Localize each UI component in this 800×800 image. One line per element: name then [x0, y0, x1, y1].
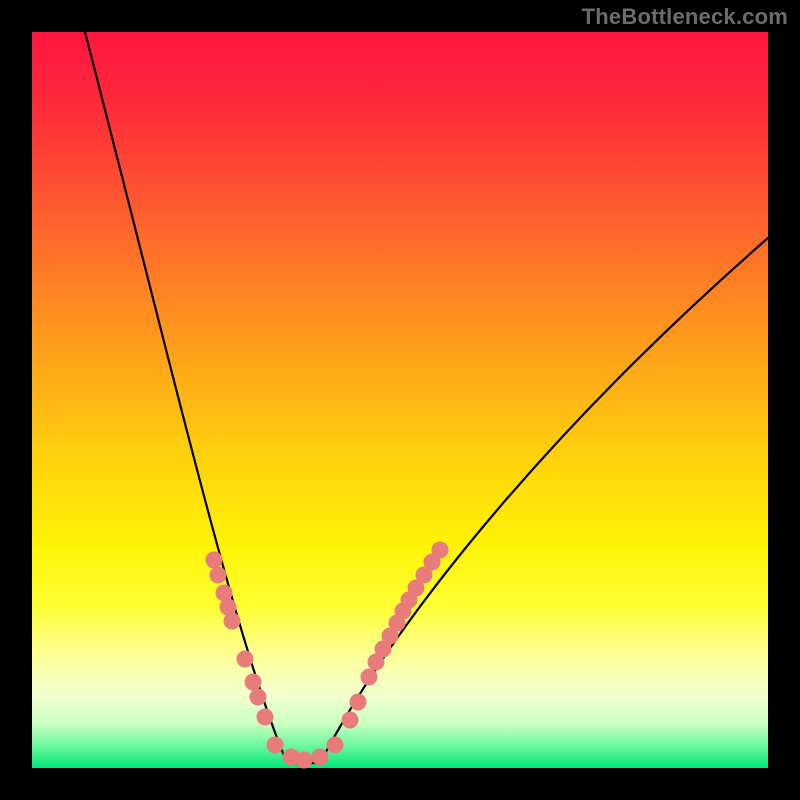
curve-dot — [206, 552, 223, 569]
curve-dot — [361, 669, 378, 686]
curve-dot — [245, 674, 262, 691]
curve-dot — [224, 613, 241, 630]
curve-dot — [327, 737, 344, 754]
curve-dot — [312, 749, 329, 766]
curve-dot — [237, 651, 254, 668]
curve-dot — [350, 694, 367, 711]
chart-stage: TheBottleneck.com — [0, 0, 800, 800]
curve-dot — [296, 752, 313, 769]
curve-dot — [210, 567, 227, 584]
curve-dot — [342, 712, 359, 729]
chart-svg — [0, 0, 800, 800]
watermark-text: TheBottleneck.com — [582, 4, 788, 30]
plot-background — [32, 32, 768, 768]
curve-dot — [267, 737, 284, 754]
curve-dot — [257, 709, 274, 726]
curve-dot — [250, 689, 267, 706]
curve-dot — [432, 542, 449, 559]
